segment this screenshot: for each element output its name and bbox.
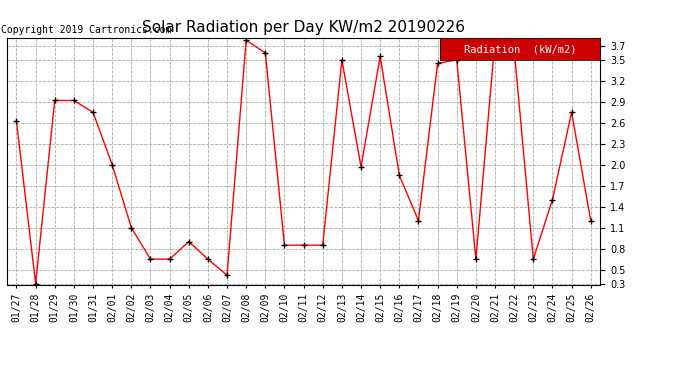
Title: Solar Radiation per Day KW/m2 20190226: Solar Radiation per Day KW/m2 20190226 [142,20,465,35]
Text: Copyright 2019 Cartronics.com: Copyright 2019 Cartronics.com [1,25,171,35]
